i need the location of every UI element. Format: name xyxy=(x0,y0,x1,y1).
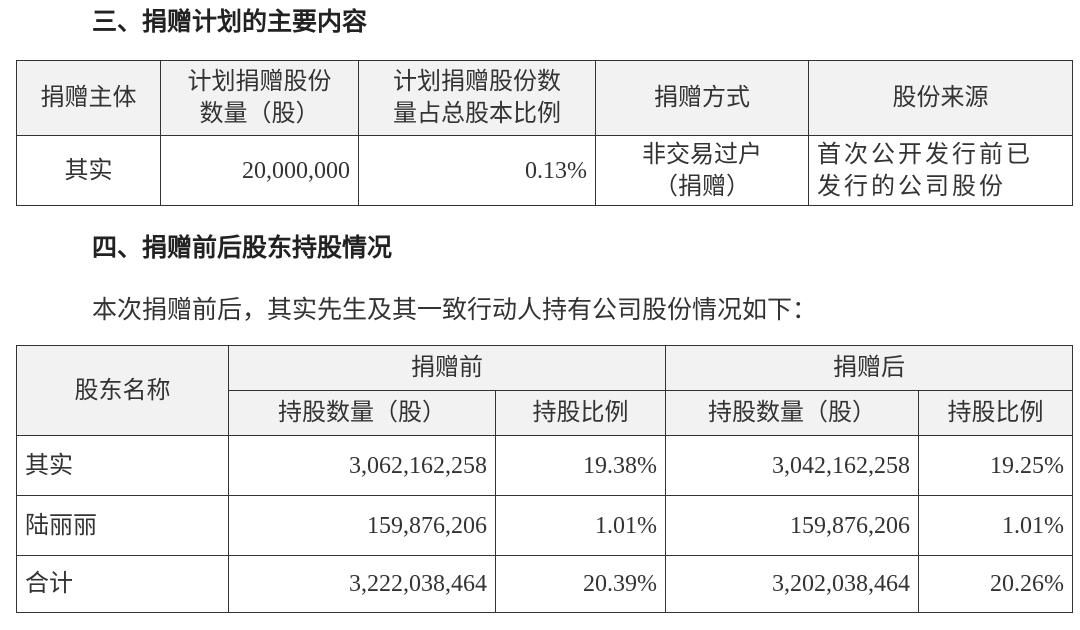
header-cell: 股东名称 xyxy=(16,345,229,436)
cell: 合计 xyxy=(16,555,229,613)
cell: 其实 xyxy=(16,135,161,206)
cell: 1.01% xyxy=(918,495,1073,556)
cell: 159,876,206 xyxy=(665,495,919,556)
cell: 3,042,162,258 xyxy=(665,435,919,496)
cell: 首次公开发行前已 发行的公司股份 xyxy=(808,135,1073,206)
header-cell: 捐赠方式 xyxy=(595,60,809,136)
data-row: 其实 3,062,162,258 19.38% 3,042,162,258 19.25% xyxy=(16,435,1073,496)
cell-line: 捐赠方式 xyxy=(654,85,750,111)
cell: 3,202,038,464 xyxy=(665,555,919,613)
header-cell: 计划捐赠股份 数量（股） xyxy=(160,60,359,136)
cell: 非交易过户 （捐赠） xyxy=(595,135,809,206)
data-row: 陆丽丽 159,876,206 1.01% 159,876,206 1.01% xyxy=(16,495,1073,556)
cell: 159,876,206 xyxy=(228,495,496,556)
cell: 0.13% xyxy=(358,135,596,206)
cell: 3,222,038,464 xyxy=(228,555,496,613)
cell-line: 计划捐赠股份 xyxy=(187,69,332,95)
cell-line: （捐赠） xyxy=(654,173,750,200)
header-cell: 持股数量（股） xyxy=(228,390,496,436)
holding-table: 股东名称 捐赠前 捐赠后 持股数量（股） 持股比例 持股数量（股） 持股比例 其实 3,062,… xyxy=(16,345,1073,613)
header-row: 捐赠主体 计划捐赠股份 数量（股） 计划捐赠股份数 量占总股本比例 捐赠方式 股份来源 xyxy=(16,60,1073,136)
cell: 20.26% xyxy=(918,555,1073,613)
section-title: 三、捐赠计划的主要内容 xyxy=(92,7,368,36)
cell: 20,000,000 xyxy=(160,135,359,206)
header-cell: 持股数量（股） xyxy=(665,390,919,436)
header-cell: 持股比例 xyxy=(495,390,666,436)
cell: 3,062,162,258 xyxy=(228,435,496,496)
paragraph: 本次捐赠前后，其实先生及其一致行动人持有公司股份情况如下： xyxy=(92,297,818,324)
header-cell: 计划捐赠股份数 量占总股本比例 xyxy=(358,60,596,136)
header-cell: 捐赠后 xyxy=(665,345,1073,391)
cell: 19.38% xyxy=(495,435,666,496)
header-row: 持股数量（股） 持股比例 持股数量（股） 持股比例 xyxy=(17,390,1073,436)
cell: 20.39% xyxy=(495,555,666,613)
cell: 其实 xyxy=(16,435,229,496)
section-title: 四、捐赠前后股东持股情况 xyxy=(92,233,393,262)
cell-line: 计划捐赠股份数 xyxy=(393,69,561,95)
header-cell: 持股比例 xyxy=(918,390,1073,436)
header-cell: 股份来源 xyxy=(808,60,1073,136)
cell: 陆丽丽 xyxy=(16,495,229,556)
cell-line: 20,000,000 xyxy=(242,157,350,184)
cell-line: 捐赠主体 xyxy=(40,85,137,111)
cell-line: 股份来源 xyxy=(892,85,989,111)
plan-table: 捐赠主体 计划捐赠股份 数量（股） 计划捐赠股份数 量占总股本比例 捐赠方式 股份来源 其实 2… xyxy=(16,60,1073,206)
cell-line: 非交易过户 xyxy=(642,141,762,168)
data-row: 合计 3,222,038,464 20.39% 3,202,038,464 20.26% xyxy=(16,555,1073,613)
cell-line: 首次公开发行前已 xyxy=(817,141,1033,168)
cell-line: 其实 xyxy=(64,157,113,184)
cell-line: 量占总股本比例 xyxy=(393,101,561,127)
header-cell: 捐赠主体 xyxy=(16,60,161,136)
header-row: 股东名称 捐赠前 捐赠后 xyxy=(16,345,1073,436)
cell-line: 0.13% xyxy=(525,157,587,184)
data-row: 其实 20,000,000 0.13% 非交易过户 （捐赠） 首次公开发行前已 发行的公司股… xyxy=(16,135,1073,206)
cell: 1.01% xyxy=(495,495,666,556)
cell: 19.25% xyxy=(918,435,1073,496)
cell-line: 发行的公司股份 xyxy=(817,173,1006,200)
header-cell: 捐赠前 xyxy=(228,345,666,391)
cell-line: 数量（股） xyxy=(199,101,320,127)
